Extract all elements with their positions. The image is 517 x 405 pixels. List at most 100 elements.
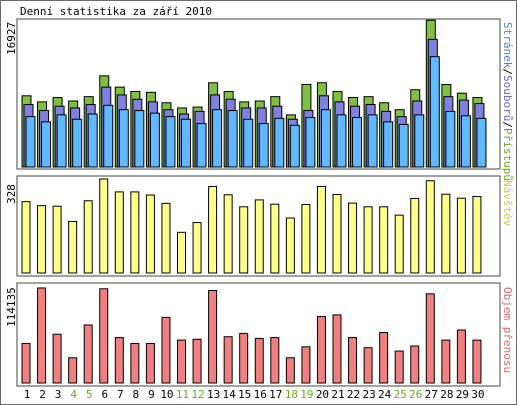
kbytes-panel-frame xyxy=(16,282,501,387)
day-label: 19 xyxy=(300,388,313,401)
visits-bars xyxy=(21,178,482,274)
page-bar xyxy=(134,110,145,168)
day-label: 8 xyxy=(133,388,140,401)
day-label: 14 xyxy=(223,388,237,401)
page-bar xyxy=(212,109,223,168)
day-label: 18 xyxy=(285,388,298,401)
visits-panel-frame xyxy=(16,175,501,277)
day-labels: 1 2 3 4 5 6 7 8 9 10 11 12 13 14 15 16 17 18 19 20 21 22 23 24 2… xyxy=(24,388,485,401)
visit-bar xyxy=(394,214,404,274)
kbyte-bar xyxy=(425,293,435,384)
hits-legend: Stránek/Souborů/Přístupů xyxy=(501,22,514,181)
page-bar xyxy=(72,118,83,168)
kbytes-legend: Objem přenosu xyxy=(501,287,514,373)
page-bar xyxy=(336,114,347,168)
chart-title: Denní statistika za září 2010 xyxy=(20,5,212,18)
visit-bar xyxy=(130,191,140,274)
page-bar xyxy=(320,109,331,168)
day-label: 4 xyxy=(70,388,77,401)
day-label: 3 xyxy=(55,388,62,401)
day-label: 30 xyxy=(471,388,484,401)
visit-bar xyxy=(456,197,466,274)
visit-bar xyxy=(145,194,155,274)
page-bar xyxy=(305,116,316,168)
kbyte-bar xyxy=(301,346,311,384)
kbyte-bar xyxy=(379,332,389,384)
page-bar xyxy=(274,117,285,168)
visit-bar xyxy=(348,202,358,274)
page-bar xyxy=(87,113,98,168)
legend-hits: Přístupů xyxy=(501,128,514,181)
page-bar xyxy=(383,121,394,168)
page-bar xyxy=(398,123,409,168)
day-label: 26 xyxy=(409,388,422,401)
kbyte-bar xyxy=(254,337,264,384)
kbyte-bar xyxy=(145,342,155,384)
page-bar xyxy=(165,116,176,168)
day-label: 23 xyxy=(362,388,375,401)
kbyte-bar xyxy=(68,357,78,384)
day-label: 21 xyxy=(331,388,344,401)
day-label: 6 xyxy=(101,388,108,401)
hits-panel-frame xyxy=(16,18,501,170)
page-bar xyxy=(25,116,36,168)
page-bar xyxy=(476,117,487,168)
day-label: 24 xyxy=(378,388,392,401)
visit-bar xyxy=(285,217,295,274)
legend-pages: Stránek xyxy=(501,22,514,69)
kbyte-bar xyxy=(239,332,249,384)
visit-bar xyxy=(239,206,249,274)
visit-bar xyxy=(208,185,218,274)
legend-separator: / xyxy=(501,121,514,128)
visits-legend: Návštěv xyxy=(501,180,514,227)
kbyte-bar xyxy=(177,339,186,384)
page-bar xyxy=(367,114,378,168)
page-bar xyxy=(56,114,67,168)
day-label: 29 xyxy=(456,388,469,401)
page-bar xyxy=(352,116,363,168)
visit-bar xyxy=(114,191,124,274)
visit-bar xyxy=(68,220,78,274)
page-bar xyxy=(227,110,238,168)
visit-bar xyxy=(316,185,326,274)
page-bar xyxy=(243,118,254,168)
visits-ymax-label: 328 xyxy=(5,184,18,204)
kbyte-bar xyxy=(83,324,93,384)
legend-files: Souborů xyxy=(501,75,514,121)
day-label: 9 xyxy=(148,388,155,401)
page-bar xyxy=(103,104,114,168)
day-label: 16 xyxy=(254,388,267,401)
kbyte-bar xyxy=(99,288,109,384)
visit-bar xyxy=(441,193,451,274)
kbyte-bar xyxy=(410,345,420,384)
page-bar xyxy=(149,112,160,168)
visit-bar xyxy=(301,204,311,274)
visit-bar xyxy=(472,195,482,274)
day-label: 12 xyxy=(191,388,204,401)
page-bar xyxy=(196,123,207,168)
kbyte-bar xyxy=(130,342,140,384)
kbytes-ymax-label: 114135 xyxy=(5,287,18,327)
visit-bar xyxy=(270,203,280,274)
kbyte-bar xyxy=(394,350,404,384)
visit-bar xyxy=(177,231,186,274)
day-label: 15 xyxy=(238,388,251,401)
page-bar xyxy=(181,118,191,168)
kbyte-bar xyxy=(316,316,326,384)
kbyte-bar xyxy=(285,357,295,384)
day-label: 25 xyxy=(394,388,407,401)
day-label: 10 xyxy=(160,388,173,401)
kbyte-bar xyxy=(441,339,451,384)
visit-bar xyxy=(223,194,233,274)
visit-bar xyxy=(99,178,109,274)
day-label: 27 xyxy=(425,388,438,401)
page-bar xyxy=(445,110,456,168)
visit-bar xyxy=(332,193,342,274)
visit-bar xyxy=(363,206,373,274)
page-bar xyxy=(289,124,300,168)
kbyte-bar xyxy=(270,337,280,384)
visit-bar xyxy=(379,206,389,274)
kbyte-bar xyxy=(472,339,482,384)
page-bar xyxy=(429,56,440,168)
